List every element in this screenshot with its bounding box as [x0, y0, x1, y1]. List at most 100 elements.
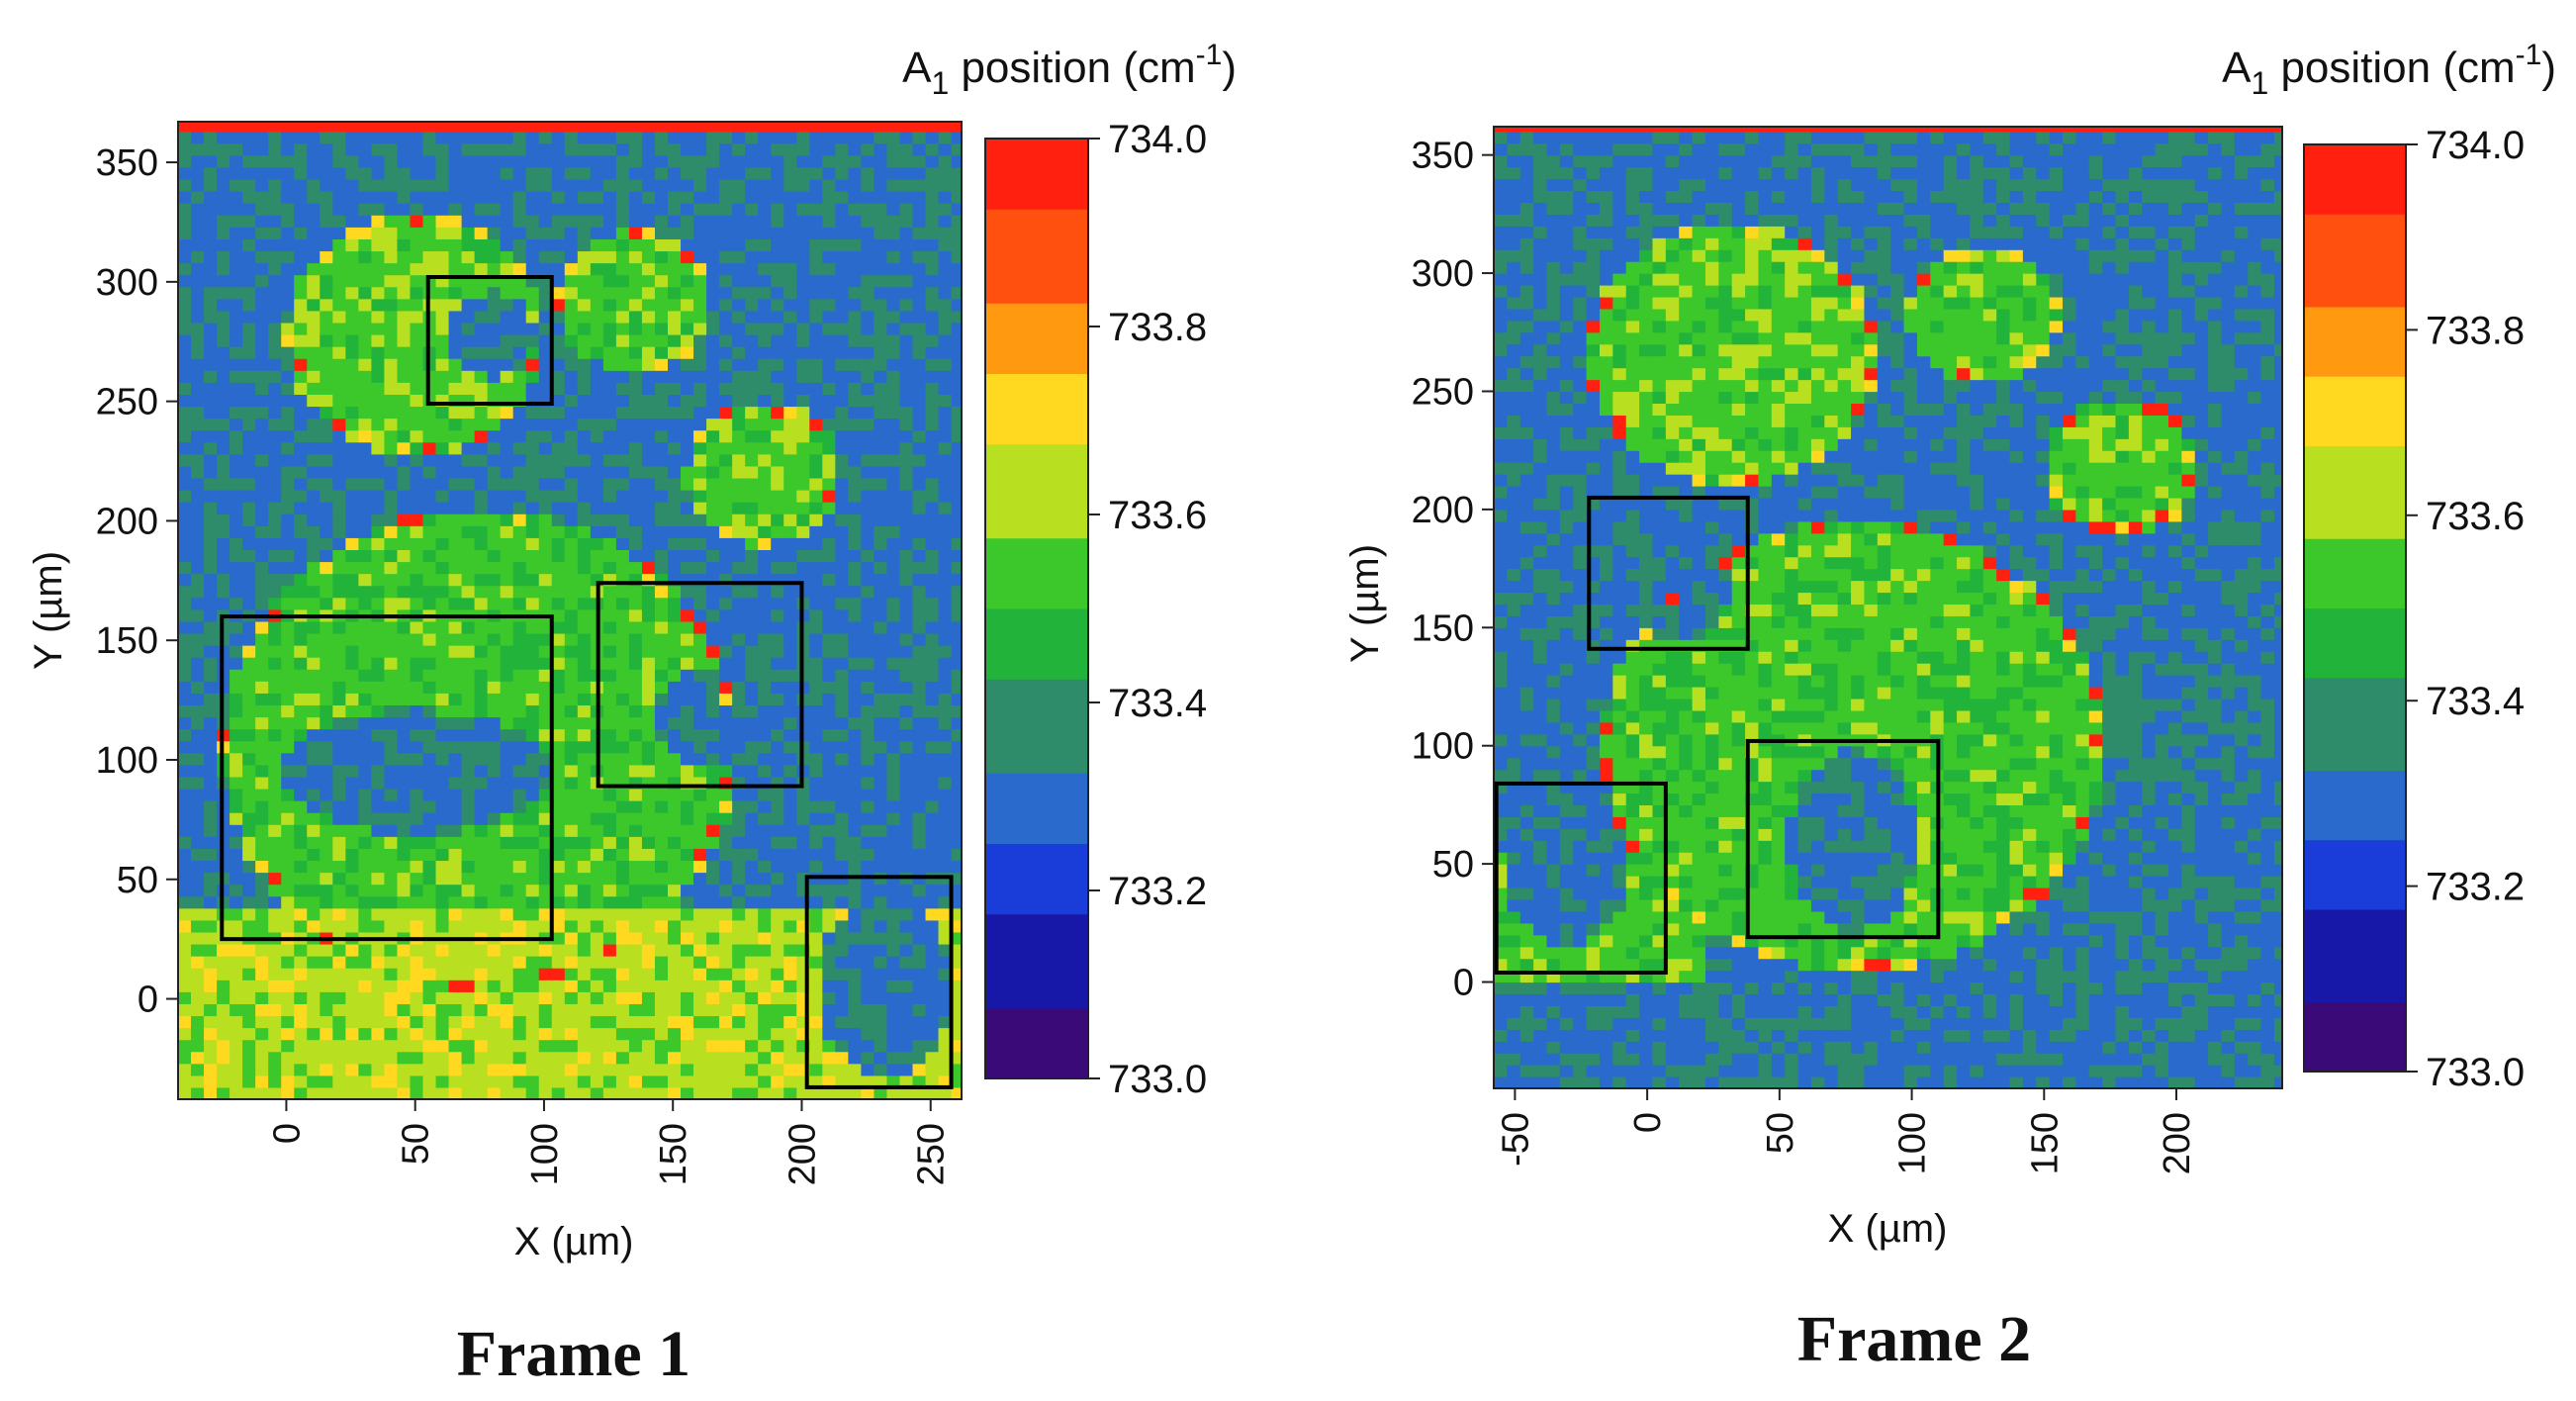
heatmap-cell	[848, 238, 862, 252]
heatmap-cell	[706, 836, 720, 849]
heatmap-cell	[512, 991, 527, 1004]
heatmap-cell	[242, 274, 256, 288]
heatmap-cell	[242, 752, 256, 766]
heatmap-cell	[590, 860, 604, 874]
heatmap-cell	[654, 490, 669, 503]
heatmap-cell	[204, 514, 218, 526]
heatmap-cell	[345, 895, 359, 909]
heatmap-cell	[938, 1086, 953, 1099]
heatmap-cell	[590, 980, 604, 992]
heatmap-cell	[835, 895, 849, 909]
heatmap-cell	[938, 191, 953, 204]
heatmap-cell	[268, 919, 282, 933]
heatmap-cell	[384, 968, 399, 981]
heatmap-cell	[281, 907, 295, 921]
heatmap-cell	[204, 728, 218, 742]
heatmap-cell	[681, 812, 694, 825]
heatmap-cell	[320, 382, 333, 395]
heatmap-cell	[951, 262, 962, 276]
heatmap-cell	[345, 477, 359, 491]
heatmap-cell	[925, 860, 940, 874]
heatmap-cell	[307, 561, 321, 575]
heatmap-cell	[435, 453, 450, 467]
heatmap-cell	[912, 441, 927, 455]
heatmap-cell	[745, 907, 759, 921]
heatmap-cell	[951, 227, 962, 239]
heatmap-cell	[410, 704, 424, 718]
heatmap-cell	[577, 812, 592, 825]
heatmap-cell	[745, 1063, 759, 1076]
heatmap-cell	[925, 453, 940, 467]
heatmap-cell	[912, 406, 927, 420]
heatmap-cell	[654, 764, 669, 778]
heatmap-cell	[848, 514, 862, 526]
heatmap-cell	[230, 131, 243, 144]
heatmap-cell	[758, 441, 772, 455]
heatmap-cell	[178, 154, 192, 168]
heatmap-cell	[732, 728, 746, 742]
heatmap-cell	[358, 215, 372, 228]
heatmap-cell	[512, 573, 527, 587]
heatmap-cell	[861, 931, 875, 945]
heatmap-cell	[899, 333, 914, 347]
heatmap-cell	[242, 262, 256, 276]
heatmap-cell	[732, 620, 746, 634]
heatmap-cell	[861, 1074, 875, 1088]
heatmap-cell	[204, 657, 218, 670]
heatmap-cell	[345, 322, 359, 335]
heatmap-cell	[332, 657, 346, 670]
heatmap-cell	[371, 752, 386, 766]
heatmap-cell	[500, 1086, 514, 1099]
heatmap-cell	[938, 1027, 953, 1041]
heatmap-cell	[474, 956, 489, 969]
heatmap-cell	[320, 322, 333, 335]
heatmap-cell	[255, 704, 269, 718]
heatmap-cell	[397, 346, 412, 359]
heatmap-cell	[384, 333, 399, 347]
heatmap-cell	[461, 1027, 476, 1041]
heatmap-cell	[358, 943, 372, 957]
heatmap-cell	[294, 346, 308, 359]
heatmap-cell	[590, 800, 604, 813]
heatmap-cell	[641, 764, 656, 778]
heatmap-cell	[628, 1074, 643, 1088]
heatmap-cell	[745, 919, 759, 933]
heatmap-cell	[307, 669, 321, 682]
heatmap-cell	[693, 645, 707, 658]
heatmap-cell	[538, 657, 553, 670]
heatmap-cell	[732, 203, 746, 216]
heatmap-cell	[435, 919, 450, 933]
heatmap-cell	[512, 585, 527, 599]
heatmap-cell	[320, 895, 333, 909]
heatmap-cell	[771, 191, 784, 204]
heatmap-cell	[422, 585, 437, 599]
heatmap-cell	[242, 740, 256, 754]
heatmap-cell	[577, 1039, 592, 1053]
heatmap-cell	[281, 872, 295, 886]
heatmap-cell	[525, 681, 540, 694]
heatmap-cell	[461, 1074, 476, 1088]
heatmap-cell	[525, 178, 540, 192]
heatmap-cell	[848, 358, 862, 371]
heatmap-cell	[758, 477, 772, 491]
heatmap-cell	[320, 752, 333, 766]
heatmap-cell	[332, 406, 346, 420]
heatmap-cell	[809, 537, 823, 550]
heatmap-cell	[951, 585, 962, 599]
heatmap-cell	[217, 561, 230, 575]
heatmap-cell	[461, 514, 476, 526]
heatmap-cell	[848, 549, 862, 563]
heatmap-cell	[474, 1086, 489, 1099]
heatmap-cell	[628, 919, 643, 933]
heatmap-cell	[294, 1003, 308, 1017]
heatmap-cell	[564, 370, 579, 383]
heatmap-cell	[706, 502, 720, 514]
heatmap-cell	[410, 1086, 424, 1099]
heatmap-cell	[242, 991, 256, 1004]
heatmap-cell	[204, 585, 218, 599]
heatmap-cell	[874, 262, 888, 276]
heatmap-cell	[281, 286, 295, 300]
heatmap-cell	[512, 884, 527, 897]
heatmap-cell	[512, 1051, 527, 1065]
heatmap-cell	[294, 657, 308, 670]
